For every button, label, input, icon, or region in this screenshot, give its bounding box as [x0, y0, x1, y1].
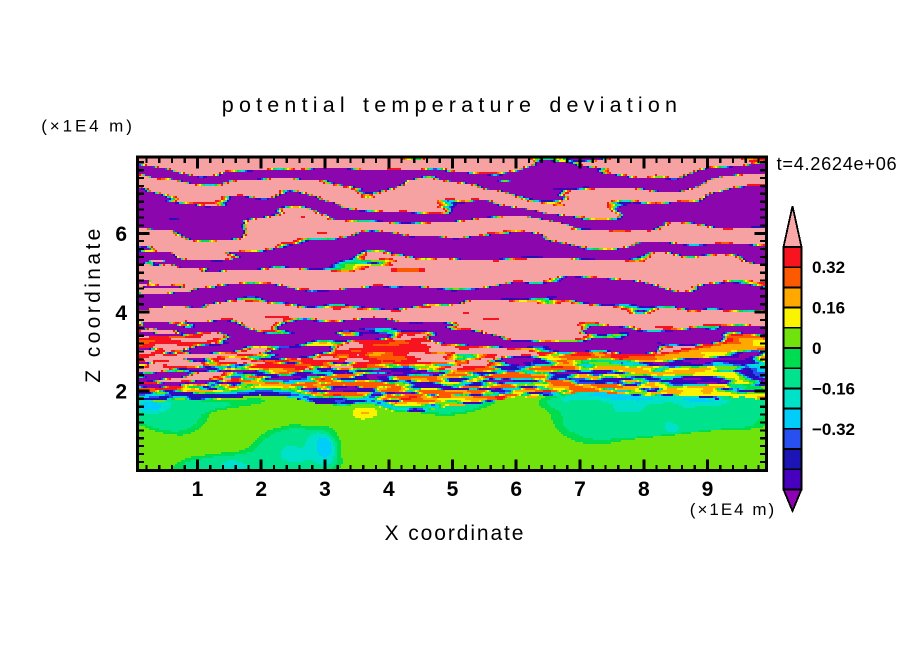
svg-text:0: 0 [812, 339, 821, 358]
svg-text:3: 3 [319, 478, 331, 501]
svg-text:5: 5 [447, 478, 459, 501]
svg-text:potential temperature deviatio: potential temperature deviation [222, 93, 682, 117]
svg-text:4: 4 [383, 478, 395, 501]
svg-text:6: 6 [115, 223, 127, 246]
svg-text:−0.16: −0.16 [812, 379, 855, 398]
svg-text:8: 8 [638, 478, 650, 501]
svg-text:(×1E4 m): (×1E4 m) [41, 117, 135, 136]
svg-text:4: 4 [115, 302, 127, 325]
svg-text:6: 6 [510, 478, 522, 501]
svg-text:X coordinate: X coordinate [385, 522, 526, 545]
svg-text:1: 1 [192, 478, 204, 501]
svg-text:0.16: 0.16 [812, 299, 845, 318]
svg-text:9: 9 [702, 478, 714, 501]
svg-text:2: 2 [255, 478, 267, 501]
svg-text:7: 7 [574, 478, 586, 501]
svg-text:(×1E4 m): (×1E4 m) [690, 500, 776, 519]
svg-text:t=4.2624e+06: t=4.2624e+06 [777, 154, 898, 174]
svg-text:Z coordinate: Z coordinate [82, 225, 105, 383]
svg-text:0.32: 0.32 [812, 258, 845, 277]
svg-text:2: 2 [115, 381, 127, 404]
svg-text:−0.32: −0.32 [812, 420, 855, 439]
